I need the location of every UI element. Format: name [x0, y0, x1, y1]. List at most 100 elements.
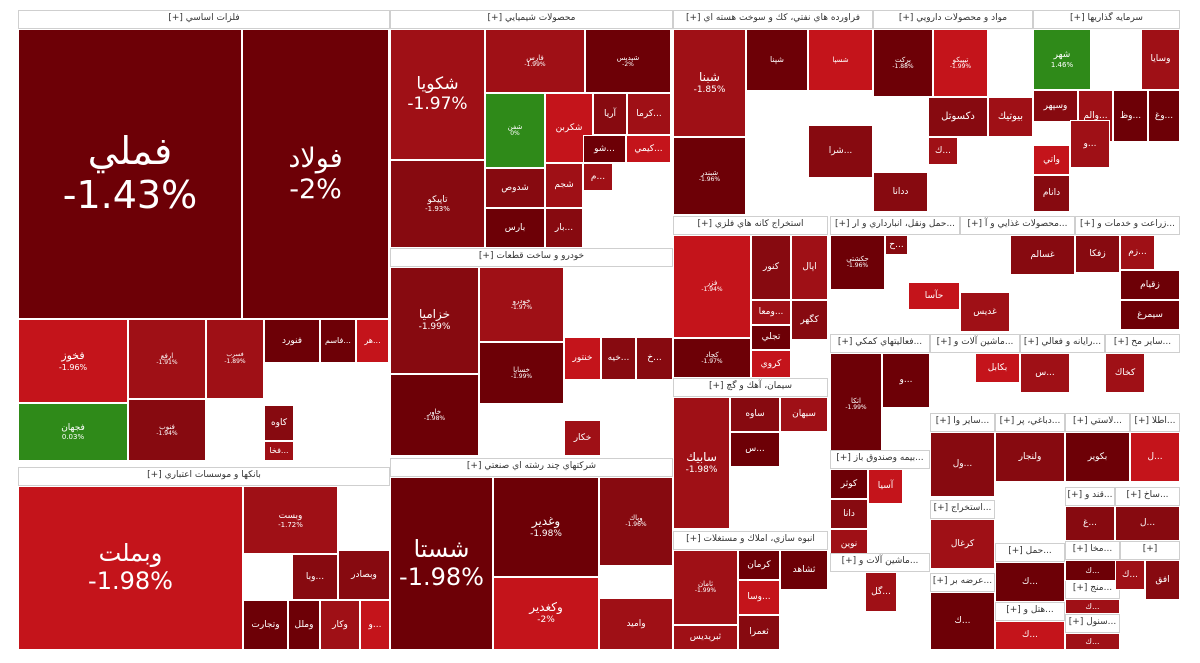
- sector-header-10[interactable]: انبوه سازي، املاك و مستغلات [+]: [673, 531, 828, 550]
- stock-tile-0-5[interactable]: فنوب -1.94%: [128, 399, 206, 461]
- stock-tile-2-13[interactable]: ...بار: [545, 208, 583, 248]
- stock-tile-0-0[interactable]: فملي -1.43%: [18, 29, 242, 319]
- stock-tile-3-4[interactable]: ...شرا: [808, 125, 873, 178]
- stock-tile-12-0[interactable]: غسالم: [1010, 235, 1075, 275]
- stock-tile-0-6[interactable]: فسرب -1.89%: [206, 319, 264, 399]
- stock-tile-21-0[interactable]: بكوير: [1065, 432, 1130, 482]
- stock-tile-6-0[interactable]: خزاميا -1.99%: [390, 267, 479, 374]
- sector-header-15[interactable]: ...ماشين آلات و [+]: [930, 334, 1020, 353]
- sector-header-17[interactable]: ...ساير مح [+]: [1105, 334, 1180, 353]
- stock-tile-5-0[interactable]: شهر 1.46%: [1033, 29, 1091, 90]
- stock-tile-8-7[interactable]: كروي: [751, 350, 791, 378]
- stock-tile-8-6[interactable]: تجلي: [751, 325, 791, 350]
- stock-tile-2-1[interactable]: تاپيكو -1.93%: [390, 160, 485, 248]
- stock-tile-0-9[interactable]: ...هر: [356, 319, 389, 363]
- stock-tile-1-5[interactable]: وتجارت: [243, 600, 288, 650]
- sector-header-26[interactable]: ...قند و [+]: [1065, 487, 1115, 506]
- stock-tile-4-4[interactable]: ددانا: [873, 172, 928, 212]
- stock-tile-13-2[interactable]: زقيام: [1120, 270, 1180, 300]
- sector-header-6[interactable]: خودرو و ساخت قطعات [+]: [390, 248, 673, 267]
- stock-tile-8-4[interactable]: ...ومعا: [751, 300, 791, 325]
- stock-tile-6-6[interactable]: خكار: [564, 420, 601, 456]
- stock-tile-7-3[interactable]: وپاك -1.96%: [599, 477, 673, 566]
- stock-tile-8-1[interactable]: كنور: [751, 235, 791, 300]
- stock-tile-18-0[interactable]: كوثر: [830, 469, 868, 499]
- stock-tile-11-2[interactable]: ...ح: [885, 235, 908, 255]
- stock-tile-9-3[interactable]: ...س: [730, 432, 780, 467]
- stock-tile-0-2[interactable]: فخوز -1.96%: [18, 319, 128, 403]
- stock-tile-13-1[interactable]: ...زم: [1120, 235, 1155, 270]
- stock-tile-5-5[interactable]: ...وغ: [1148, 90, 1180, 142]
- stock-tile-10-3[interactable]: ...وسا: [738, 580, 780, 615]
- sector-header-14[interactable]: ...فعاليتهاي كمكي [+]: [830, 334, 930, 353]
- stock-tile-8-3[interactable]: كگهر: [791, 300, 828, 340]
- sector-header-28[interactable]: ...حمل [+]: [995, 543, 1065, 562]
- sector-header-13[interactable]: ...زراعت و خدمات و [+]: [1075, 216, 1180, 235]
- stock-tile-31-0[interactable]: ...ك: [1065, 599, 1120, 614]
- stock-tile-25-0[interactable]: ...ك: [930, 592, 995, 650]
- stock-tile-23-0[interactable]: كرغال: [930, 519, 995, 569]
- stock-tile-4-0[interactable]: بركت -1.88%: [873, 29, 933, 97]
- stock-tile-2-11[interactable]: ...شو: [583, 135, 626, 163]
- stock-tile-5-7[interactable]: دانام: [1033, 175, 1070, 212]
- stock-tile-6-7[interactable]: ...خ: [636, 337, 673, 380]
- stock-tile-6-3[interactable]: خساپا -1.99%: [479, 342, 564, 404]
- stock-tile-1-0[interactable]: وبملت -1.98%: [18, 486, 243, 650]
- sector-header-0[interactable]: فلزات اساسي [+]: [18, 10, 390, 29]
- sector-header-18[interactable]: ...بيمه وصندوق باز [+]: [830, 450, 930, 469]
- stock-tile-2-12[interactable]: ...كيمي: [626, 135, 671, 163]
- sector-header-4[interactable]: مواد و محصولات دارويي [+]: [873, 10, 1033, 29]
- stock-tile-13-3[interactable]: سيمرغ: [1120, 300, 1180, 330]
- stock-tile-2-5[interactable]: شكربن: [545, 93, 593, 163]
- stock-tile-3-0[interactable]: شبنا -1.85%: [673, 29, 746, 137]
- stock-tile-2-6[interactable]: آريا: [593, 93, 627, 135]
- stock-tile-5-2[interactable]: وسپهر: [1033, 90, 1078, 122]
- stock-tile-0-7[interactable]: فنورد: [264, 319, 320, 363]
- stock-tile-10-1[interactable]: كرمان: [738, 550, 780, 580]
- stock-tile-4-1[interactable]: تيپيكو -1.99%: [933, 29, 988, 97]
- sector-header-30[interactable]: ...سنول [+]: [1065, 614, 1120, 633]
- stock-tile-19-0[interactable]: ...ول: [930, 432, 995, 497]
- sector-header-29[interactable]: ...هتل و [+]: [995, 602, 1065, 621]
- stock-tile-13-0[interactable]: زفكا: [1075, 235, 1120, 273]
- stock-tile-32-0[interactable]: ...ك: [1065, 560, 1120, 581]
- stock-tile-2-3[interactable]: شپديس -2%: [585, 29, 671, 93]
- sector-header-5[interactable]: سرمايه گذاريها [+]: [1033, 10, 1180, 29]
- stock-tile-1-2[interactable]: وبست -1.72%: [243, 486, 338, 554]
- stock-tile-3-1[interactable]: شبندر -1.96%: [673, 137, 746, 215]
- stock-tile-12-1[interactable]: غديس: [960, 292, 1010, 332]
- sector-header-3[interactable]: فراورده هاي نفتي، كك و سوخت هسته اي [+]: [673, 10, 873, 29]
- stock-tile-2-9[interactable]: شجم: [545, 163, 583, 208]
- stock-tile-11-0[interactable]: حكشتي -1.96%: [830, 235, 885, 290]
- stock-tile-18-1[interactable]: آسيا: [868, 469, 903, 504]
- stock-tile-0-10[interactable]: كاوه: [264, 405, 294, 441]
- stock-tile-33-1[interactable]: ...ك: [1115, 560, 1145, 590]
- stock-tile-22-0[interactable]: ...ل: [1130, 432, 1180, 482]
- stock-tile-0-1[interactable]: فولاد -2%: [242, 29, 389, 319]
- stock-tile-4-5[interactable]: ...ك: [928, 137, 958, 165]
- stock-tile-8-2[interactable]: اپال: [791, 235, 828, 300]
- stock-tile-11-1[interactable]: حآسا: [908, 282, 960, 310]
- stock-tile-3-3[interactable]: شسپا: [808, 29, 873, 91]
- stock-tile-2-4[interactable]: شفن 0%: [485, 93, 545, 168]
- stock-tile-16-0[interactable]: ...س: [1020, 353, 1070, 393]
- stock-tile-2-14[interactable]: ...م: [583, 163, 613, 191]
- stock-tile-18-2[interactable]: دانا: [830, 499, 868, 529]
- sector-header-32[interactable]: ...مخا [+]: [1065, 541, 1120, 560]
- stock-tile-30-0[interactable]: ...ك: [1065, 633, 1120, 650]
- stock-tile-33-0[interactable]: افق: [1145, 560, 1180, 600]
- stock-tile-9-1[interactable]: ساوه: [730, 397, 780, 432]
- sector-header-7[interactable]: شركتهاي چند رشته اي صنعتي [+]: [390, 458, 673, 477]
- stock-tile-6-5[interactable]: ...خيه: [601, 337, 636, 380]
- stock-tile-1-4[interactable]: وكار: [320, 600, 360, 650]
- stock-tile-4-3[interactable]: بيوتيك: [988, 97, 1033, 137]
- stock-tile-0-3[interactable]: فجهان 0.03%: [18, 403, 128, 461]
- stock-tile-2-0[interactable]: شكويا -1.97%: [390, 29, 485, 160]
- stock-tile-24-0[interactable]: ...گل: [865, 572, 897, 612]
- stock-tile-26-0[interactable]: ...غ: [1065, 506, 1115, 541]
- sector-header-25[interactable]: ...عرضه بر [+]: [930, 573, 995, 592]
- stock-tile-7-0[interactable]: شستا -1.98%: [390, 477, 493, 650]
- stock-tile-7-2[interactable]: وكغدير -2%: [493, 577, 599, 650]
- stock-tile-0-8[interactable]: ...فاسم: [320, 319, 356, 363]
- stock-tile-7-1[interactable]: وغدير -1.98%: [493, 477, 599, 577]
